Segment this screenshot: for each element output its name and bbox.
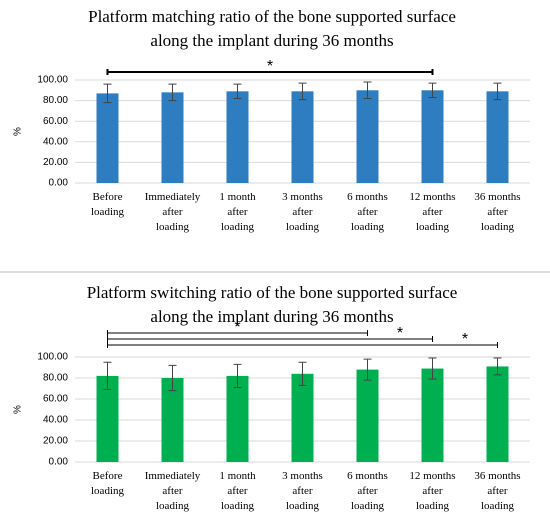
y-tick-label: 80.00 — [43, 95, 68, 106]
error-bar — [493, 357, 502, 376]
bar — [291, 373, 314, 462]
x-tick-label: Immediately after loading — [145, 191, 201, 233]
error-bar — [363, 358, 372, 381]
bar — [161, 378, 184, 462]
significance-bracket — [107, 342, 498, 348]
bar — [356, 90, 379, 183]
error-bar — [168, 83, 177, 102]
chart-title: Platform switching ratio of the bone sup… — [87, 283, 458, 326]
bar — [226, 375, 249, 462]
y-tick-label: 40.00 — [43, 136, 68, 147]
error-bar — [363, 81, 372, 100]
bar — [161, 92, 184, 183]
bar — [486, 366, 509, 462]
x-tick-label: Before loading — [91, 470, 124, 497]
error-bar — [233, 83, 242, 100]
x-tick-label: 6 months after loading — [347, 470, 388, 512]
y-tick-label: 60.00 — [43, 116, 68, 127]
chart-title: Platform matching ratio of the bone supp… — [88, 7, 456, 50]
x-tick-label: 3 months after loading — [282, 191, 323, 233]
x-tick-label: Immediately after loading — [145, 470, 201, 512]
x-tick-label: Before loading — [91, 191, 124, 218]
x-tick-label: 3 months after loading — [282, 470, 323, 512]
y-tick-label: 80.00 — [43, 373, 68, 384]
y-tick-label: 100.00 — [37, 352, 68, 363]
significance-label: * — [267, 58, 273, 75]
y-tick-label: 100.00 — [37, 75, 68, 86]
x-tick-label: 12 months after loading — [409, 191, 455, 233]
y-axis-label: % — [13, 127, 24, 136]
y-tick-label: 20.00 — [43, 157, 68, 168]
significance-bracket — [107, 330, 368, 336]
significance-label: * — [397, 325, 403, 342]
bar — [421, 90, 444, 183]
y-tick-label: 60.00 — [43, 394, 68, 405]
y-tick-label: 20.00 — [43, 436, 68, 447]
bar — [291, 91, 314, 183]
error-bar — [233, 363, 242, 388]
error-bar — [103, 361, 112, 391]
error-bar — [298, 82, 307, 101]
y-tick-label: 40.00 — [43, 415, 68, 426]
x-tick-label: 36 months after loading — [474, 470, 520, 512]
x-tick-label: 36 months after loading — [474, 191, 520, 233]
bar — [96, 375, 119, 462]
error-bar — [428, 357, 437, 380]
bar — [356, 369, 379, 462]
bar — [96, 93, 119, 183]
significance-label: * — [234, 319, 240, 336]
x-tick-label: 1 month after loading — [219, 191, 256, 233]
error-bar — [493, 82, 502, 101]
y-tick-label: 0.00 — [49, 178, 69, 189]
x-tick-label: 12 months after loading — [409, 470, 455, 512]
error-bar — [428, 82, 437, 99]
bar — [421, 368, 444, 462]
y-tick-label: 0.00 — [49, 457, 69, 468]
error-bar — [168, 364, 177, 392]
error-bar — [103, 83, 112, 104]
significance-bracket — [106, 69, 434, 75]
error-bar — [298, 361, 307, 386]
bar — [226, 91, 249, 183]
significance-label: * — [462, 331, 468, 348]
y-axis-label: % — [13, 405, 24, 414]
significance-bracket — [107, 336, 433, 342]
x-tick-label: 6 months after loading — [347, 191, 388, 233]
bar — [486, 91, 509, 183]
x-tick-label: 1 month after loading — [219, 470, 256, 512]
